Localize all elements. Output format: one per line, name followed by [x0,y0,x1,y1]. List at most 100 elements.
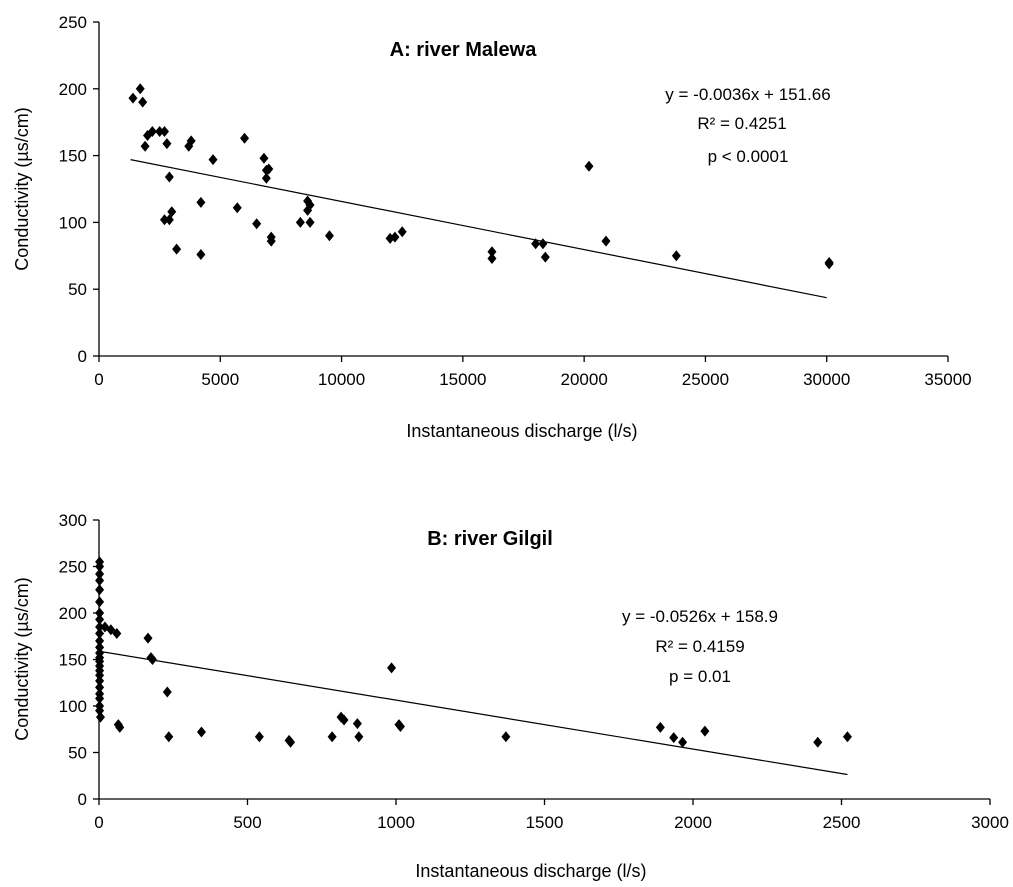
chart-b-y-tick-label: 300 [59,511,87,530]
chart-a-data-point [264,163,274,175]
chart-a-x-tick-label: 15000 [439,370,486,389]
chart-b-data-point [501,731,511,743]
chart-a-data-point [671,250,681,262]
chart-b-data-point [95,584,105,596]
chart-a-data-point [540,251,550,263]
chart-b-title: B: river Gilgil [427,528,553,550]
chart-b-data-point [95,641,105,653]
chart-a-data-point [305,216,315,228]
chart-b-annotation: y = -0.0526x + 158.9 R² = 0.4159 p = 0.0… [622,607,778,686]
chart-a-data-point [128,92,138,104]
chart-b-y-tick-label: 250 [59,558,87,577]
chart-b-data-point [352,718,362,730]
chart-b-data-point [700,725,710,737]
chart-b-y-tick-label: 200 [59,604,87,623]
chart-b-data-point [327,731,337,743]
chart-a-x-axis-label: Instantaneous discharge (l/s) [406,421,637,441]
chart-a-data-point [138,96,148,108]
chart-a-equation: y = -0.0036x + 151.66 [665,85,830,104]
chart-b-data-point [95,574,105,586]
chart-a-p-value: p < 0.0001 [708,147,789,166]
chart-b-x-tick-label: 0 [94,813,103,832]
chart-a-data-point [159,214,169,226]
chart-b-data-point [655,721,665,733]
chart-b-p-value: p = 0.01 [669,667,731,686]
chart-a-data-point [159,126,169,138]
chart-a-trendline [130,159,827,299]
chart-a-title: A: river Malewa [390,39,538,61]
chart-a-x-tick-label: 5000 [201,370,239,389]
chart-b-data-point [95,693,105,705]
chart-a-r-squared: R² = 0.4251 [697,114,786,133]
chart-b-y-tick-label: 100 [59,697,87,716]
chart-b-equation: y = -0.0526x + 158.9 [622,607,778,626]
chart-b-data-point [196,726,206,738]
chart-b-x-tick-label: 2500 [823,813,861,832]
chart-a-data-point [487,246,497,258]
chart-b-y-tick-label: 0 [78,790,87,809]
chart-b-data-point [95,607,105,619]
chart-b-data-point [354,731,364,743]
chart-a-data-point [140,140,150,152]
chart-b-data-point [395,720,405,732]
chart-b-data-point [95,681,105,693]
chart-b-y-axis-label: Conductivity (µs/cm) [12,577,32,740]
chart-a-y-tick-label: 250 [59,13,87,32]
chart-b-x-tick-label: 1000 [377,813,415,832]
chart-b-data-point [669,732,679,744]
chart-b-data-point [254,731,264,743]
chart-a-y-tick-label: 200 [59,80,87,99]
chart-a-data-point [601,235,611,247]
chart-b-y-tick-label: 150 [59,651,87,670]
chart-b-data-point [286,736,296,748]
chart-b-r-squared: R² = 0.4159 [655,637,744,656]
chart-a-data-point [167,206,177,218]
chart-a-data-point [305,199,315,211]
chart-a-data-point [538,238,548,250]
chart-a-data-point [172,243,182,255]
chart-b-data-point [387,662,397,674]
chart-b-data-point [112,627,122,639]
chart-a-annotation: y = -0.0036x + 151.66 R² = 0.4251 p < 0.… [665,85,830,166]
chart-b: B: river Gilgil y = -0.0526x + 158.9 R² … [12,511,1009,881]
chart-a-data-point [261,172,271,184]
chart-b-data-point [813,736,823,748]
chart-a-x-tick-label: 25000 [682,370,729,389]
chart-b-data-point [678,736,688,748]
chart-a-data-point [162,138,172,150]
chart-a-y-tick-label: 150 [59,147,87,166]
chart-b-data-point [95,561,105,572]
chart-b-data-point [162,686,172,698]
chart-b-data-point [95,635,105,647]
chart-a-x-tick-label: 30000 [803,370,850,389]
chart-b-data-point [95,669,105,681]
chart-a-data-point [196,248,206,260]
chart-a-data-point [232,202,242,214]
chart-a-y-axis-label: Conductivity (µs/cm) [12,107,32,270]
chart-a-data-point [147,126,157,138]
chart-b-y-tick-label: 50 [68,744,87,763]
chart-b-data-point [95,596,105,608]
chart-a-data-point [824,256,834,268]
chart-b-data-point [95,568,105,580]
chart-b-x-tick-label: 1500 [526,813,564,832]
chart-b-data-point [147,654,157,665]
chart-a-data-point [531,238,541,250]
chart-b-data-point [95,675,105,687]
chart-a-x-tick-label: 20000 [561,370,608,389]
chart-a-data-point [397,226,407,238]
chart-b-x-tick-label: 3000 [971,813,1009,832]
chart-a-data-point [208,154,218,166]
chart-b-data-point [339,714,349,726]
chart-a-data-point [196,196,206,208]
chart-a-data-point [324,230,334,242]
chart-a-plot-area: 0 50 100 150 200 250 0 5000 10000 15000 20000 25000… [59,13,972,389]
chart-a-y-tick-label: 100 [59,213,87,232]
chart-b-data-point [95,711,105,723]
chart-b-data-point [164,731,174,743]
chart-a-data-point [135,83,145,95]
chart-a-data-point [266,235,276,247]
chart-a-y-tick-label: 50 [68,280,87,299]
chart-a-data-point [487,252,497,264]
